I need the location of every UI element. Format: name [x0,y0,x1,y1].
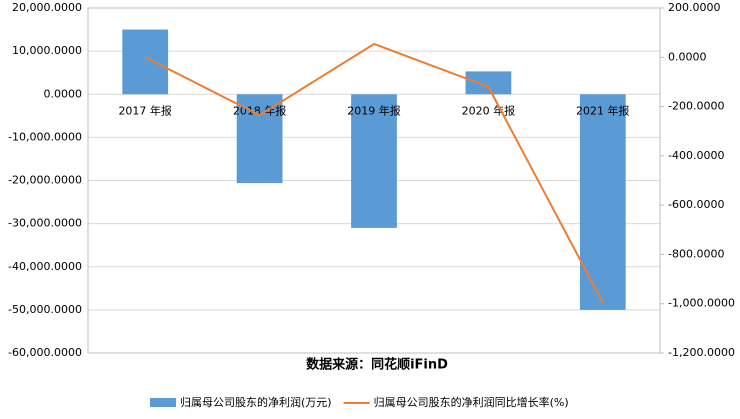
y-tick-label: 0.0000 [44,87,83,100]
bar [122,29,169,95]
y2-tick-label: 0.0000 [668,50,707,63]
y-tick-label: 10,000.0000 [12,44,82,57]
legend-label: 归属母公司股东的净利润同比增长率(%) [374,395,569,409]
x-tick-label: 2020 年报 [462,103,516,117]
legend-swatch [150,398,176,407]
x-tick-label: 2017 年报 [118,103,172,117]
y2-tick-label: -1,200.0000 [668,346,735,359]
bar [579,94,626,310]
y-tick-label: -60,000.0000 [8,346,82,359]
plot-frame [87,7,661,354]
legend-label: 归属母公司股东的净利润(万元) [180,395,332,409]
y2-tick-label: -200.0000 [668,100,724,113]
line [144,42,604,303]
y2-tick-label: -400.0000 [668,149,724,162]
y-tick-label: -20,000.0000 [8,174,82,187]
y-tick-label: -40,000.0000 [8,260,82,273]
x-tick-label: 2019 年报 [347,103,401,117]
y-tick-label: -10,000.0000 [8,130,82,143]
x-tick-label: 2021 年报 [576,103,630,117]
y-tick-label: -30,000.0000 [8,217,82,230]
y2-tick-label: -1,000.0000 [668,297,735,310]
y2-tick-label: -800.0000 [668,247,724,260]
bar [236,94,283,184]
y-tick-label: 20,000.0000 [12,1,82,14]
y2-tick-label: -600.0000 [668,198,724,211]
bar [465,71,512,95]
y-tick-label: -50,000.0000 [8,303,82,316]
bar [351,94,397,228]
source-note: 数据来源：同花顺iFinD [306,357,448,373]
y2-tick-label: 200.0000 [668,1,721,14]
